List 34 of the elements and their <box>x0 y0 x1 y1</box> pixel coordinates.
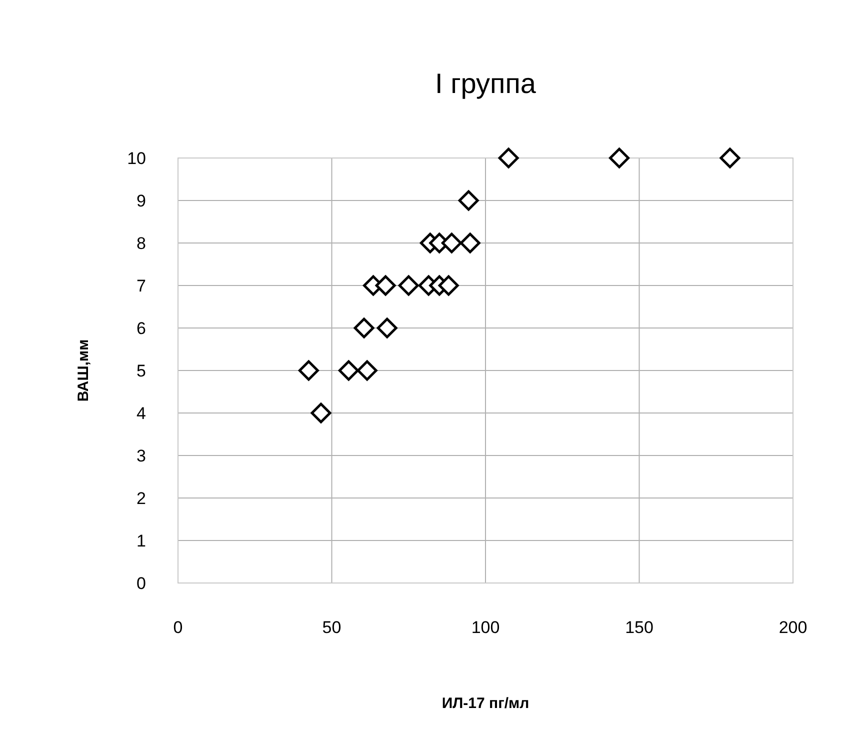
point <box>298 360 319 381</box>
chart-title: I группа <box>435 68 536 99</box>
x-tick-label: 0 <box>173 618 183 637</box>
y-tick-label: 5 <box>136 361 146 380</box>
point <box>458 190 479 211</box>
point <box>376 318 398 338</box>
point <box>398 275 419 296</box>
point <box>356 360 378 381</box>
y-tick-label: 7 <box>136 276 146 296</box>
point <box>438 275 459 296</box>
point <box>460 232 480 254</box>
y-tick-label: 10 <box>127 148 146 168</box>
point <box>498 148 519 168</box>
y-tick-label: 0 <box>136 574 146 593</box>
y-tick-label: 6 <box>136 318 146 338</box>
y-axis-title: ВАШ,мм <box>75 339 92 402</box>
point <box>609 148 630 168</box>
point <box>354 318 374 338</box>
point <box>310 402 332 424</box>
y-tick-label: 2 <box>136 488 146 508</box>
x-tick-label: 50 <box>322 618 342 637</box>
y-tick-label: 3 <box>136 446 146 466</box>
point <box>338 360 359 381</box>
point <box>375 275 396 296</box>
point <box>441 232 462 254</box>
x-tick-label: 200 <box>778 618 808 637</box>
y-tick-label: 9 <box>136 191 146 210</box>
y-tick-label: 4 <box>136 404 146 423</box>
point <box>720 148 740 168</box>
x-axis-title: ИЛ-17 пг/мл <box>442 695 530 712</box>
y-tick-label: 8 <box>136 234 146 253</box>
x-tick-label: 150 <box>625 618 654 637</box>
x-tick-label: 100 <box>471 618 500 637</box>
y-tick-label: 1 <box>136 531 146 550</box>
